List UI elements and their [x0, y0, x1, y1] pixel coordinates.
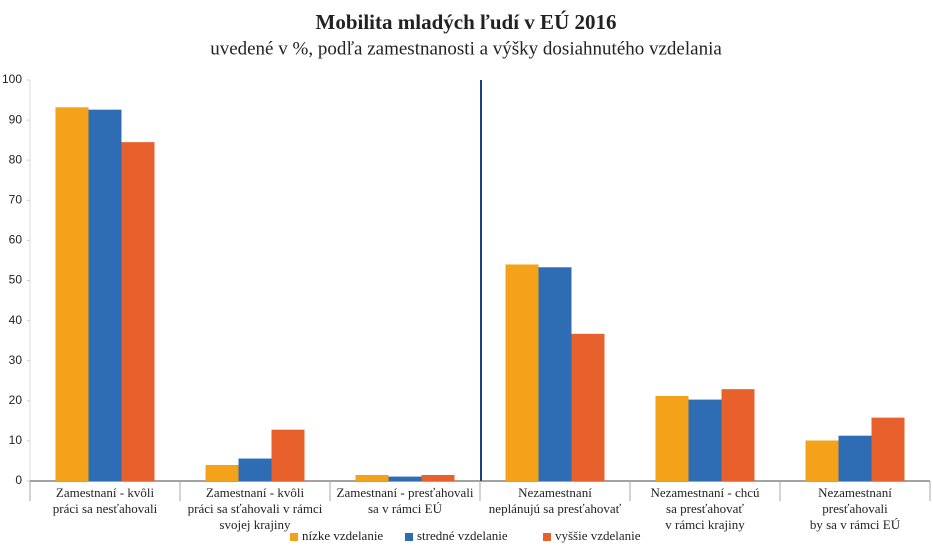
- y-tick-label: 30: [9, 353, 23, 367]
- y-tick-label: 90: [9, 112, 23, 126]
- x-tick-label: Nezamestnaní - chcú sa presťahovať v rámci…: [650, 485, 760, 532]
- bar: [838, 435, 872, 481]
- legend-swatch: [290, 533, 298, 541]
- x-tick-label: Zamestnaní - kvôli práci sa sťahovali v r…: [188, 485, 323, 532]
- bar: [805, 440, 839, 481]
- bar: [205, 464, 239, 481]
- x-tick-label: Nezamestnaní neplánujú sa presťahovať: [489, 485, 622, 516]
- y-tick-label: 70: [9, 192, 23, 206]
- legend-label: vyššie vzdelanie: [555, 528, 641, 543]
- legend-swatch: [543, 533, 551, 541]
- y-tick-label: 80: [9, 152, 23, 166]
- bar: [421, 474, 455, 481]
- y-tick-label: 100: [2, 72, 22, 86]
- bar: [388, 476, 422, 481]
- y-tick-label: 50: [9, 273, 23, 287]
- bar: [271, 429, 305, 481]
- bar: [688, 399, 722, 481]
- bar: [121, 142, 155, 481]
- bar: [571, 333, 605, 481]
- bar: [88, 109, 122, 481]
- bar: [55, 107, 89, 481]
- bar: [871, 417, 905, 481]
- x-tick-label: Nezamestnaní presťahovali by sa v rámci EÚ: [810, 485, 901, 532]
- legend-swatch: [405, 533, 413, 541]
- x-tick-label: Zamestnaní - kvôli práci sa nesťahovali: [53, 485, 158, 516]
- bar: [538, 267, 572, 481]
- legend-label: stredné vzdelanie: [417, 528, 508, 543]
- y-tick-label: 10: [9, 433, 23, 447]
- bar: [238, 458, 272, 481]
- bar: [721, 389, 755, 481]
- bar: [355, 474, 389, 481]
- chart-subtitle: uvedené v %, podľa zamestnanosti a výšky…: [210, 38, 722, 59]
- y-tick-label: 40: [9, 313, 23, 327]
- bar: [655, 395, 689, 481]
- x-tick-label: Zamestnaní - presťahovali sa v rámci EÚ: [337, 485, 474, 516]
- bar: [505, 264, 539, 481]
- legend-label: nízke vzdelanie: [302, 528, 383, 543]
- y-tick-label: 60: [9, 233, 23, 247]
- chart-title: Mobilita mladých ľudí v EÚ 2016: [316, 10, 617, 34]
- y-tick-label: 0: [15, 473, 22, 487]
- y-tick-label: 20: [9, 393, 23, 407]
